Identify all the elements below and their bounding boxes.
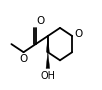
Polygon shape [46, 52, 50, 68]
Text: O: O [36, 16, 44, 26]
Text: O: O [19, 54, 28, 64]
Polygon shape [46, 36, 49, 52]
Text: OH: OH [40, 71, 55, 81]
Text: O: O [74, 29, 83, 39]
